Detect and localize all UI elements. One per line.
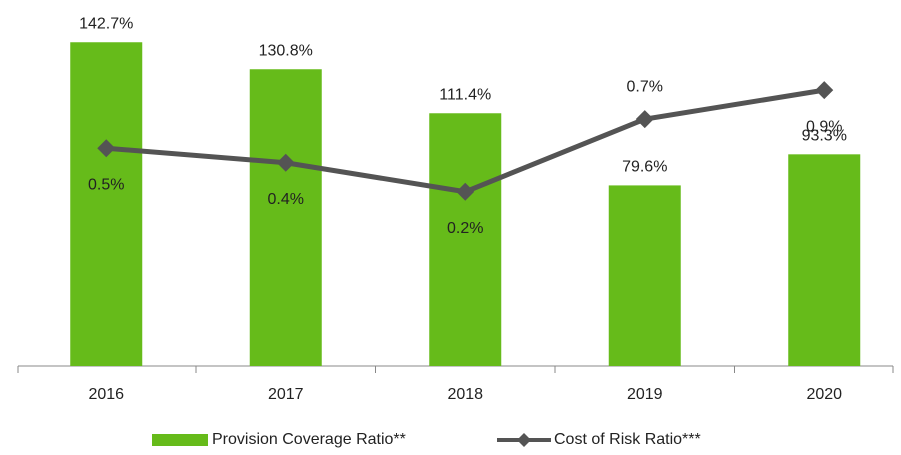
bar <box>70 42 143 366</box>
line-value-label: 0.9% <box>806 118 842 135</box>
line-marker <box>97 139 116 158</box>
line-value-label: 0.5% <box>88 176 124 193</box>
bar-value-label: 93.3% <box>802 128 847 145</box>
line-marker <box>815 81 834 100</box>
legend-label: Cost of Risk Ratio*** <box>554 431 701 448</box>
bar <box>429 113 502 366</box>
x-tick-label: 2016 <box>88 386 124 403</box>
bar <box>608 185 681 366</box>
bar <box>788 154 861 366</box>
line-value-label: 0.2% <box>447 220 483 237</box>
line-value-label: 0.7% <box>627 78 663 95</box>
bar-value-label: 111.4% <box>439 86 491 103</box>
line-marker <box>276 153 295 172</box>
bar <box>249 69 322 366</box>
legend-marker <box>517 433 531 447</box>
bar-value-label: 130.8% <box>259 42 313 59</box>
bar-value-label: 79.6% <box>622 159 667 176</box>
x-tick-label: 2017 <box>268 386 304 403</box>
line-value-label: 0.4% <box>268 191 304 208</box>
line-marker <box>456 182 475 201</box>
x-tick-label: 2019 <box>627 386 663 403</box>
line-marker <box>635 110 654 129</box>
x-tick-label: 2020 <box>806 386 842 403</box>
x-tick-label: 2018 <box>447 386 483 403</box>
legend-label: Provision Coverage Ratio** <box>212 431 406 448</box>
legend-swatch <box>152 434 208 446</box>
bar-value-label: 142.7% <box>79 15 133 32</box>
